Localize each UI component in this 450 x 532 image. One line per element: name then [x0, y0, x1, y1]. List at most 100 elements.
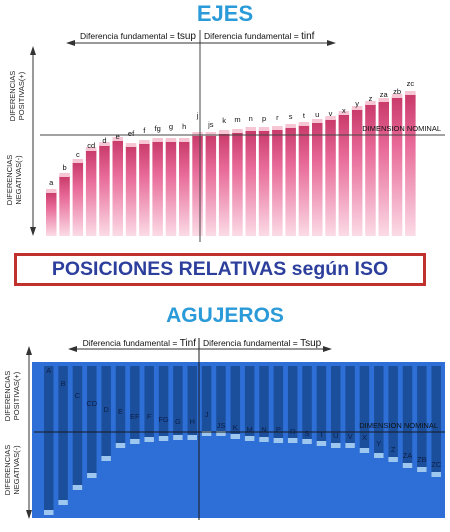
agujeros-axis-positive: DIFERENCIASPOSITIVAS(+) [3, 371, 21, 421]
ejes-bar-a [46, 192, 57, 236]
ejes-letter-ef: ef [128, 129, 135, 138]
ejes-bar-cap-e [112, 137, 123, 141]
agujeros-bar-cap-Z [388, 457, 398, 462]
agujeros-bar-cap-Y [374, 453, 384, 458]
ejes-bar-cap-k [218, 130, 230, 134]
agujeros-letter-A: A [46, 366, 51, 375]
ejes-bar-y [351, 109, 363, 236]
ejes-arrow-down-icon [30, 227, 36, 236]
agujeros-bar-Y [374, 366, 384, 458]
agujeros-bar-cap-C [72, 485, 83, 490]
agujeros-bar-X [359, 366, 370, 453]
positions-banner: POSICIONES RELATIVAS según ISO [14, 253, 426, 286]
agujeros-bar-cap-H [187, 435, 197, 440]
agujeros-letters-group: A BC CD D E EF F FG G H J JS K M N P R S T U V XY Z ZA ZB ZC [46, 366, 442, 469]
ejes-nominal-label: DIMENSION NOMINAL [362, 124, 441, 133]
agujeros-bar-ZC [431, 366, 441, 477]
agujeros-bar-cap-P [273, 438, 284, 443]
ejes-bar-cap-j [192, 132, 203, 136]
ejes-bar-cap-ef [125, 143, 137, 147]
agujeros-letter-J: J [205, 410, 209, 419]
agujeros-bar-cap-A [44, 510, 54, 515]
agujeros-bar-cap-G [173, 435, 183, 440]
agujeros-bar-F [144, 366, 154, 442]
agujeros-letter-G: G [175, 417, 181, 426]
ejes-letter-x: x [342, 106, 346, 115]
agujeros-bars-group [44, 366, 441, 515]
ejes-letter-t: t [303, 111, 306, 120]
agujeros-letter-S: S [305, 429, 310, 438]
agujeros-letter-Z: Z [391, 445, 396, 454]
ejes-bar-cap-a [46, 189, 57, 193]
ejes-bar-cap-x [338, 111, 350, 115]
agujeros-letter-N: N [261, 425, 266, 434]
ejes-bar-u [312, 122, 323, 236]
agujeros-bar-cap-FG [158, 436, 169, 441]
agujeros-bar-cap-B [58, 500, 68, 505]
agujeros-bar-H [187, 366, 197, 440]
agujeros-bar-E [115, 366, 126, 448]
agujeros-letter-JS: JS [217, 421, 226, 430]
agujeros-letter-CD: CD [86, 399, 97, 408]
agujeros-label-left: Diferencia fundamental = Tinf [83, 338, 197, 349]
ejes-title: EJES [196, 1, 254, 26]
agujeros-arrow-up-icon [26, 346, 32, 355]
ejes-letter-zb: zb [393, 87, 401, 96]
agujeros-bar-V [345, 366, 355, 448]
agujeros-bar-cap-R [287, 438, 298, 443]
ejes-bar-f [139, 143, 150, 236]
agujeros-bar-cap-ZA [402, 463, 413, 468]
agujeros-bar-CD [87, 366, 97, 478]
agujeros-bar-cap-EF [130, 439, 140, 444]
agujeros-bar-cap-J [201, 431, 212, 436]
ejes-bar-cap-m [232, 129, 243, 133]
agujeros-bar-T [316, 366, 327, 446]
agujeros-letter-D: D [103, 405, 109, 414]
agujeros-bar-ZA [402, 366, 413, 468]
ejes-letter-j: j [196, 111, 199, 120]
ejes-bars-group [46, 91, 416, 236]
ejes-bar-cap-b [59, 173, 70, 177]
ejes-bar-cap-js [205, 132, 217, 136]
agujeros-bar-K [230, 366, 241, 439]
ejes-bar-cap-d [99, 142, 110, 146]
agujeros-bar-P [273, 366, 284, 443]
ejes-bar-g [165, 141, 177, 236]
agujeros-bar-cap-V [345, 443, 355, 448]
agujeros-letter-E: E [118, 407, 123, 416]
ejes-letter-d: d [102, 136, 106, 145]
ejes-bar-zc [405, 94, 416, 236]
ejes-axis-positive: DIFERENCIASPOSITIVAS(+) [8, 71, 26, 121]
ejes-bar-e [112, 140, 123, 236]
ejes-bar-fg [152, 141, 163, 236]
agujeros-bar-M [244, 366, 255, 441]
ejes-bar-cap-n [245, 127, 256, 131]
ejes-bar-cd [85, 150, 97, 236]
ejes-bar-cap-cd [85, 147, 97, 151]
ejes-arrow-right-icon [327, 40, 336, 46]
ejes-letter-n: n [249, 114, 253, 123]
ejes-bar-p [258, 130, 270, 236]
ejes-bar-cap-u [312, 119, 323, 123]
agujeros-letter-FG: FG [158, 415, 169, 424]
ejes-letter-y: y [355, 99, 359, 108]
agujeros-letter-R: R [290, 427, 296, 436]
ejes-bar-cap-za [378, 98, 389, 102]
agujeros-letter-T: T [319, 430, 324, 439]
ejes-bar-cap-f [139, 140, 150, 144]
ejes-bar-z [365, 104, 376, 236]
agujeros-bar-cap-T [316, 441, 327, 446]
agujeros-arrow-right-icon [323, 346, 332, 352]
agujeros-bar-D [101, 366, 111, 461]
agujeros-bar-G [173, 366, 183, 440]
ejes-bar-za [378, 101, 389, 236]
ejes-letter-p: p [262, 114, 266, 123]
agujeros-letter-M: M [247, 425, 253, 434]
agujeros-bar-EF [130, 366, 140, 444]
agujeros-bar-cap-K [230, 434, 241, 439]
ejes-letter-zc: zc [407, 79, 415, 88]
agujeros-arrow-down-icon [26, 510, 32, 519]
ejes-bar-cap-c [72, 159, 84, 163]
